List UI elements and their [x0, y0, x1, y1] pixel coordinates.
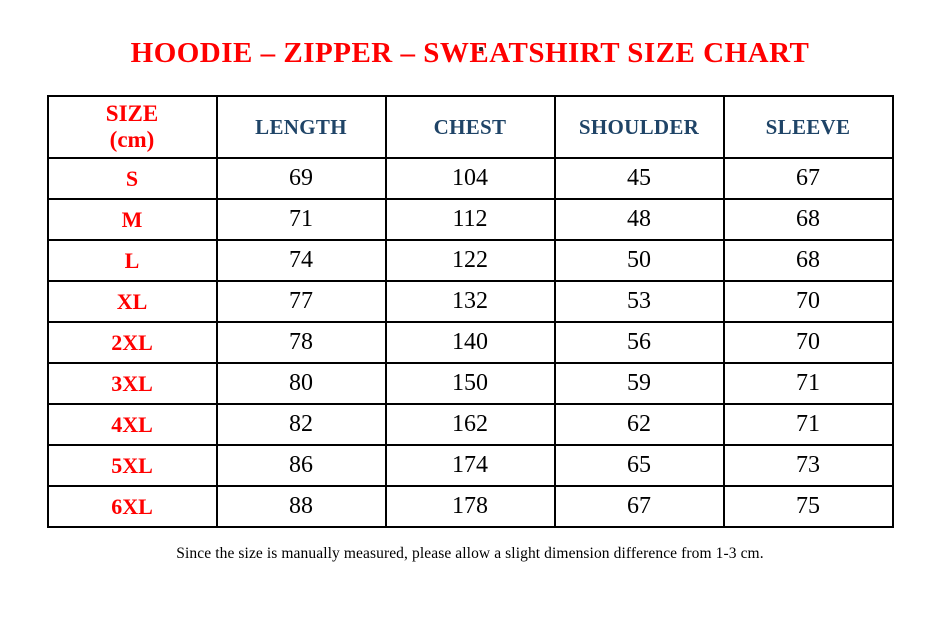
size-label-cell: XL: [46, 280, 218, 323]
size-label-cell: 5XL: [46, 444, 218, 487]
measurement-cell: 68: [722, 239, 894, 282]
measurement-cell: 77: [215, 280, 387, 323]
size-label-cell: L: [46, 239, 218, 282]
measurement-cell: 104: [384, 157, 556, 200]
table-header: SIZE (cm) LENGTH CHEST SHOULDER SLEEVE: [46, 95, 894, 159]
size-label-cell: M: [46, 198, 218, 241]
measurement-cell: 150: [384, 362, 556, 405]
measurement-cell: 78: [215, 321, 387, 364]
size-label-cell: 6XL: [46, 485, 218, 528]
table-row: 6XL 88 178 67 75: [46, 485, 894, 528]
table-row: S 69 104 45 67: [46, 157, 894, 200]
measurement-cell: 74: [215, 239, 387, 282]
measurement-cell: 82: [215, 403, 387, 446]
measurement-cell: 178: [384, 485, 556, 528]
measurement-cell: 86: [215, 444, 387, 487]
header-shoulder: SHOULDER: [553, 95, 725, 159]
measurement-cell: 69: [215, 157, 387, 200]
header-sleeve: SLEEVE: [722, 95, 894, 159]
measurement-cell: 71: [722, 362, 894, 405]
header-length: LENGTH: [215, 95, 387, 159]
measurement-cell: 174: [384, 444, 556, 487]
size-label-cell: 2XL: [46, 321, 218, 364]
measurement-cell: 140: [384, 321, 556, 364]
table-body: S 69 104 45 67 M 71 112 48 68 L 74 122 50 68 XL 77 132 53 7…: [46, 157, 894, 528]
table-row: 5XL 86 174 65 73: [46, 444, 894, 487]
table-row: M 71 112 48 68: [46, 198, 894, 241]
measurement-cell: 48: [553, 198, 725, 241]
table-row: 2XL 78 140 56 70: [46, 321, 894, 364]
header-chest: CHEST: [384, 95, 556, 159]
measurement-cell: 80: [215, 362, 387, 405]
table-row: 3XL 80 150 59 71: [46, 362, 894, 405]
page-title: HOODIE – ZIPPER – SWEATSHIRT SIZE CHART: [130, 37, 810, 69]
stray-dot-artifact: [479, 47, 483, 51]
measurement-cell: 65: [553, 444, 725, 487]
measurement-cell: 162: [384, 403, 556, 446]
header-size-line1: SIZE: [105, 101, 159, 127]
measurement-cell: 45: [553, 157, 725, 200]
footer-note: Since the size is manually measured, ple…: [176, 545, 764, 562]
measurement-cell: 71: [722, 403, 894, 446]
measurement-cell: 132: [384, 280, 556, 323]
table-row: 4XL 82 162 62 71: [46, 403, 894, 446]
measurement-cell: 59: [553, 362, 725, 405]
measurement-cell: 122: [384, 239, 556, 282]
measurement-cell: 73: [722, 444, 894, 487]
measurement-cell: 75: [722, 485, 894, 528]
measurement-cell: 71: [215, 198, 387, 241]
size-label-cell: S: [46, 157, 218, 200]
measurement-cell: 88: [215, 485, 387, 528]
measurement-cell: 112: [384, 198, 556, 241]
measurement-cell: 53: [553, 280, 725, 323]
measurement-cell: 50: [553, 239, 725, 282]
header-size-line2: (cm): [109, 127, 155, 152]
measurement-cell: 56: [553, 321, 725, 364]
measurement-cell: 70: [722, 280, 894, 323]
size-label-cell: 4XL: [46, 403, 218, 446]
measurement-cell: 68: [722, 198, 894, 241]
measurement-cell: 67: [553, 485, 725, 528]
header-size-cm: SIZE (cm): [46, 95, 218, 159]
size-label-cell: 3XL: [46, 362, 218, 405]
size-chart-table: SIZE (cm) LENGTH CHEST SHOULDER SLEEVE S…: [46, 95, 894, 528]
measurement-cell: 67: [722, 157, 894, 200]
table-row: L 74 122 50 68: [46, 239, 894, 282]
table-row: XL 77 132 53 70: [46, 280, 894, 323]
measurement-cell: 62: [553, 403, 725, 446]
measurement-cell: 70: [722, 321, 894, 364]
header-row: SIZE (cm) LENGTH CHEST SHOULDER SLEEVE: [46, 95, 894, 159]
